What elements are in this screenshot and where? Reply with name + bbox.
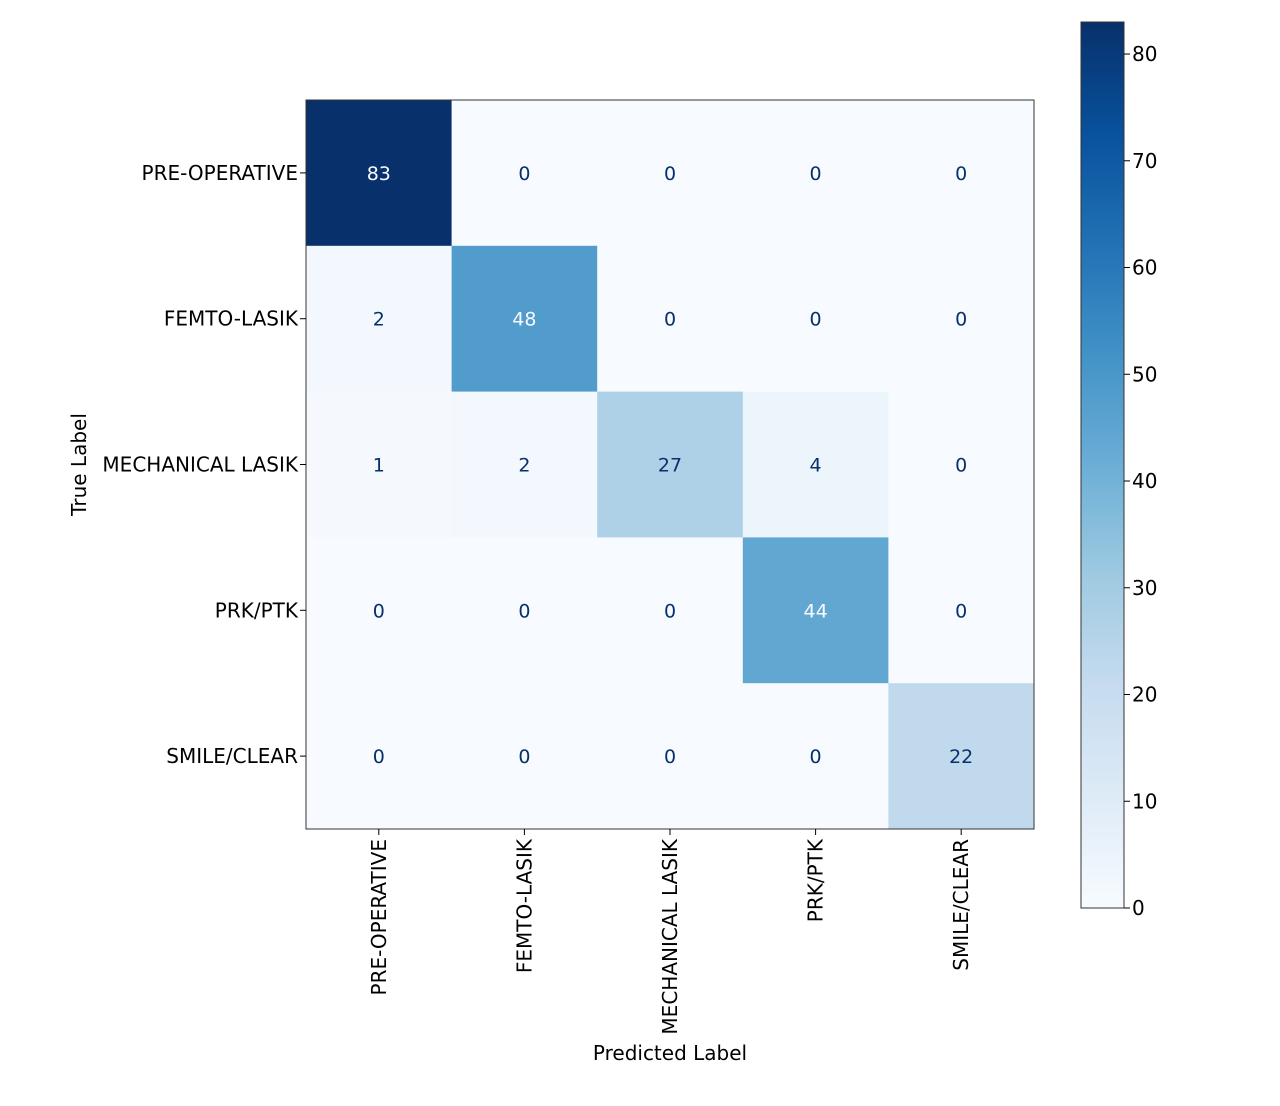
cell-value-label: 44 — [804, 600, 828, 622]
heatmap-cell — [742, 537, 889, 684]
heatmap-cell — [597, 683, 744, 830]
heatmap-cell — [742, 245, 889, 393]
cell-value-label: 0 — [955, 455, 967, 477]
cell-value-labels: 83 0 0 0 0 2 48 0 0 0 1 2 27 4 0 0 0 0 44 0 0 0 0 0 22 — [367, 163, 974, 768]
x-axis-label: Predicted Label — [593, 1041, 747, 1065]
heatmap-cell — [888, 683, 1035, 830]
colorbar-tick-label: 30 — [1132, 576, 1157, 600]
heatmap-cell — [306, 245, 453, 393]
heatmap-cell — [306, 391, 453, 538]
heatmap-cell — [742, 683, 889, 830]
cell-value-label: 83 — [367, 163, 391, 185]
colorbar-tick-label: 20 — [1132, 683, 1157, 707]
y-tick-label: PRK/PTK — [215, 598, 299, 622]
cell-value-label: 4 — [810, 455, 822, 477]
cell-value-label: 0 — [664, 600, 676, 622]
colorbar — [1080, 21, 1125, 909]
heatmap-cell — [597, 100, 744, 247]
heatmap-cells — [306, 100, 1035, 830]
cell-value-label: 0 — [810, 746, 822, 768]
cell-value-label: 0 — [955, 309, 967, 331]
colorbar-tick-label: 10 — [1132, 789, 1157, 813]
heatmap-cell — [306, 100, 453, 247]
cell-value-label: 0 — [664, 746, 676, 768]
colorbar-ticks: 0 10 20 30 40 50 60 70 80 — [1124, 42, 1157, 920]
heatmap-cell — [597, 537, 744, 684]
x-tick-label: SMILE/CLEAR — [949, 839, 973, 971]
y-axis-label: True Label — [67, 413, 91, 517]
colorbar-tick-label: 80 — [1132, 42, 1157, 66]
cell-value-label: 0 — [810, 309, 822, 331]
heatmap-cell — [451, 391, 598, 538]
x-axis-ticks: PRE-OPERATIVE FEMTO-LASIK MECHANICAL LASIK… — [367, 829, 973, 1035]
cell-value-label: 0 — [664, 163, 676, 185]
heatmap-cell — [451, 100, 598, 247]
y-tick-label: MECHANICAL LASIK — [102, 453, 298, 477]
heatmap-cell — [306, 537, 453, 684]
heatmap-cell — [597, 391, 744, 538]
cell-value-label: 1 — [373, 455, 385, 477]
heatmap-cell — [888, 391, 1035, 538]
heatmap-cell — [742, 100, 889, 247]
cell-value-label: 2 — [518, 455, 530, 477]
cell-value-label: 0 — [518, 163, 530, 185]
colorbar-tick-label: 50 — [1132, 362, 1157, 386]
heatmap-cell — [597, 245, 744, 393]
y-axis-ticks: PRE-OPERATIVE FEMTO-LASIK MECHANICAL LASIK… — [102, 161, 306, 768]
heatmap-cell — [451, 245, 598, 393]
y-tick-label: FEMTO-LASIK — [164, 307, 299, 331]
cell-value-label: 48 — [512, 309, 536, 331]
heatmap-cell — [888, 100, 1035, 247]
heatmap-cell — [888, 245, 1035, 393]
heatmap-cell — [306, 683, 453, 830]
colorbar-tick-label: 70 — [1132, 149, 1157, 173]
colorbar-tick-label: 0 — [1132, 896, 1145, 920]
x-tick-label: PRK/PTK — [804, 838, 828, 922]
x-tick-label: PRE-OPERATIVE — [367, 839, 391, 995]
cell-value-label: 0 — [664, 309, 676, 331]
heatmap-cell — [888, 537, 1035, 684]
cell-value-label: 0 — [373, 746, 385, 768]
x-tick-label: MECHANICAL LASIK — [658, 838, 682, 1034]
colorbar-tick-label: 40 — [1132, 469, 1157, 493]
y-tick-label: SMILE/CLEAR — [166, 744, 298, 768]
colorbar-tick-label: 60 — [1132, 256, 1157, 280]
cell-value-label: 0 — [518, 600, 530, 622]
cell-value-label: 0 — [955, 163, 967, 185]
heatmap-cell — [742, 391, 889, 538]
heatmap-cell — [451, 537, 598, 684]
cell-value-label: 0 — [373, 600, 385, 622]
cell-value-label: 2 — [373, 309, 385, 331]
cell-value-label: 27 — [658, 455, 682, 477]
heatmap-cell — [451, 683, 598, 830]
x-tick-label: FEMTO-LASIK — [512, 838, 536, 973]
cell-value-label: 0 — [810, 163, 822, 185]
cell-value-label: 0 — [955, 600, 967, 622]
cell-value-label: 0 — [518, 746, 530, 768]
y-tick-label: PRE-OPERATIVE — [142, 161, 298, 185]
cell-value-label: 22 — [949, 746, 973, 768]
